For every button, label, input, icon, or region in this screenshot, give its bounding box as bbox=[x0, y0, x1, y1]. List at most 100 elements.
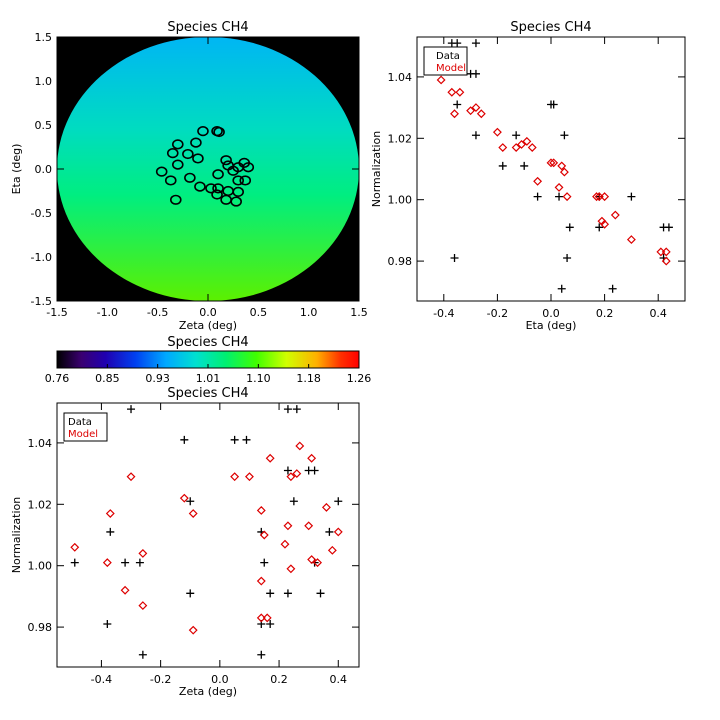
map-xtick-label-2: -0.5 bbox=[147, 306, 168, 319]
zeta-legend-data: Data bbox=[68, 417, 92, 428]
map-source-ellipse-26 bbox=[211, 189, 223, 200]
eta-panel: Species CH4 -0.4 -0.2 0.0 0.2 0.4 0.98 1.00 1.0… bbox=[370, 20, 686, 332]
map-source-ellipse-4 bbox=[172, 139, 184, 150]
eta-data-point-13 bbox=[533, 192, 542, 201]
zeta-ylabel: Normalization bbox=[10, 497, 23, 573]
map-source-ellipse-11 bbox=[172, 159, 184, 170]
eta-data-point-22 bbox=[563, 254, 572, 263]
eta-data-point-2 bbox=[471, 39, 480, 48]
eta-model-point-10 bbox=[517, 139, 526, 149]
map-source-ellipse-17 bbox=[184, 172, 196, 183]
zeta-data-point-23 bbox=[316, 589, 325, 598]
map-xtick-label-0: -1.5 bbox=[46, 306, 67, 319]
zeta-model-point-0 bbox=[70, 542, 80, 552]
map-source-ellipse-22 bbox=[205, 183, 217, 194]
eta-model-point-28 bbox=[661, 256, 671, 266]
map-source-markers bbox=[155, 126, 255, 207]
eta-ytick-label-2: 1.02 bbox=[388, 132, 413, 145]
map-source-ellipse-25 bbox=[232, 186, 244, 197]
colorbar-tick-label-3: 1.01 bbox=[196, 372, 221, 385]
zeta-data-point-14 bbox=[325, 527, 334, 536]
eta-model-point-0 bbox=[436, 75, 446, 85]
eta-data-point-9 bbox=[512, 131, 521, 140]
zeta-model-point-18 bbox=[283, 521, 293, 531]
eta-model-point-24 bbox=[610, 210, 620, 220]
zeta-ytick-label-0: 0.98 bbox=[28, 621, 53, 634]
eta-data-point-5 bbox=[453, 100, 462, 109]
zeta-model-point-14 bbox=[256, 576, 266, 586]
zeta-xtick-label-1: -0.2 bbox=[150, 673, 171, 686]
map-ytick-label-5: 1.0 bbox=[35, 75, 53, 88]
zeta-xtick-label-3: 0.2 bbox=[270, 673, 288, 686]
map-ytick-label-4: 0.5 bbox=[35, 119, 53, 132]
eta-ytick-label-1: 1.00 bbox=[388, 194, 413, 207]
eta-xtick-label-4: 0.4 bbox=[649, 307, 667, 320]
eta-data-point-16 bbox=[627, 192, 636, 201]
map-xtick-label-6: 1.5 bbox=[350, 306, 368, 319]
zeta-model-point-12 bbox=[256, 505, 266, 515]
eta-xtick-label-1: -0.2 bbox=[487, 307, 508, 320]
eta-data-point-12 bbox=[520, 161, 529, 170]
eta-model-point-19 bbox=[562, 192, 572, 202]
eta-frame bbox=[416, 36, 686, 302]
zeta-data-point-18 bbox=[260, 558, 269, 567]
map-ytick-label-2: -0.5 bbox=[31, 207, 52, 220]
colorbar: Species CH4 0.76 0.85 0.93 1.01 1.10 1.18 1.26 bbox=[45, 335, 372, 385]
eta-data-point-7 bbox=[549, 100, 558, 109]
eta-model-point-29 bbox=[600, 192, 610, 202]
zeta-data-point-20 bbox=[186, 589, 195, 598]
eta-model-point-8 bbox=[498, 143, 508, 152]
eta-data-point-11 bbox=[498, 161, 507, 170]
zeta-data-point-15 bbox=[70, 558, 79, 567]
zeta-data-point-17 bbox=[135, 558, 144, 567]
map-source-ellipse-20 bbox=[239, 175, 252, 186]
zeta-data-point-4 bbox=[230, 435, 239, 444]
eta-data-point-10 bbox=[560, 131, 569, 140]
map-source-ellipse-7 bbox=[192, 153, 204, 164]
zeta-data-point-2 bbox=[292, 405, 301, 414]
eta-ylabel: Normalization bbox=[370, 131, 383, 207]
zeta-data-point-22 bbox=[283, 589, 292, 598]
zeta-title: Species CH4 bbox=[167, 386, 248, 401]
map-source-ellipse-21 bbox=[194, 181, 206, 192]
eta-model-point-12 bbox=[527, 143, 537, 152]
eta-data-point-25 bbox=[608, 284, 617, 293]
eta-legend-model: Model bbox=[436, 63, 466, 74]
eta-data-point-21 bbox=[450, 254, 459, 263]
zeta-model-point-24 bbox=[307, 453, 317, 463]
zeta-model-point-1 bbox=[105, 509, 115, 518]
zeta-frame bbox=[56, 402, 360, 668]
zeta-data-point-24 bbox=[103, 620, 112, 629]
eta-model-point-4 bbox=[466, 106, 476, 116]
colorbar-tick-label-4: 1.10 bbox=[246, 372, 271, 385]
map-source-ellipse-14 bbox=[155, 166, 168, 177]
map-source-ellipse-18 bbox=[164, 175, 177, 186]
zeta-model-point-4 bbox=[120, 585, 130, 595]
zeta-model-point-7 bbox=[179, 493, 189, 503]
zeta-model-point-5 bbox=[138, 548, 148, 558]
zeta-plot-area: -0.4 -0.2 0.0 0.2 0.4 0.98 1.00 1.02 1.04 bbox=[28, 403, 359, 686]
zeta-model-point-23 bbox=[286, 564, 296, 574]
colorbar-tick-label-0: 0.76 bbox=[45, 372, 70, 385]
map-ytick-label-6: 1.5 bbox=[35, 31, 53, 44]
zeta-legend-model: Model bbox=[68, 429, 98, 440]
colorbar-tick-label-6: 1.26 bbox=[347, 372, 372, 385]
eta-data-point-4 bbox=[471, 69, 480, 78]
eta-model-point-20 bbox=[592, 192, 602, 202]
eta-xtick-label-3: 0.2 bbox=[596, 307, 614, 320]
zeta-model-point-19 bbox=[286, 472, 296, 482]
zeta-ytick-label-1: 1.00 bbox=[28, 560, 53, 573]
eta-model-point-3 bbox=[450, 109, 459, 119]
map-source-ellipse-3 bbox=[190, 137, 202, 148]
map-ytick-label-0: -1.5 bbox=[31, 295, 52, 308]
zeta-legend: Data Model bbox=[63, 412, 108, 442]
eta-data-point-20 bbox=[664, 223, 673, 232]
zeta-data-point-12 bbox=[106, 527, 115, 536]
eta-data-point-15 bbox=[595, 192, 604, 201]
zeta-model-point-25 bbox=[304, 521, 314, 531]
eta-model-point-11 bbox=[522, 136, 532, 146]
zeta-legend-box bbox=[63, 412, 108, 442]
map-source-ellipse-8 bbox=[220, 155, 232, 166]
zeta-ytick-label-2: 1.02 bbox=[28, 498, 53, 511]
